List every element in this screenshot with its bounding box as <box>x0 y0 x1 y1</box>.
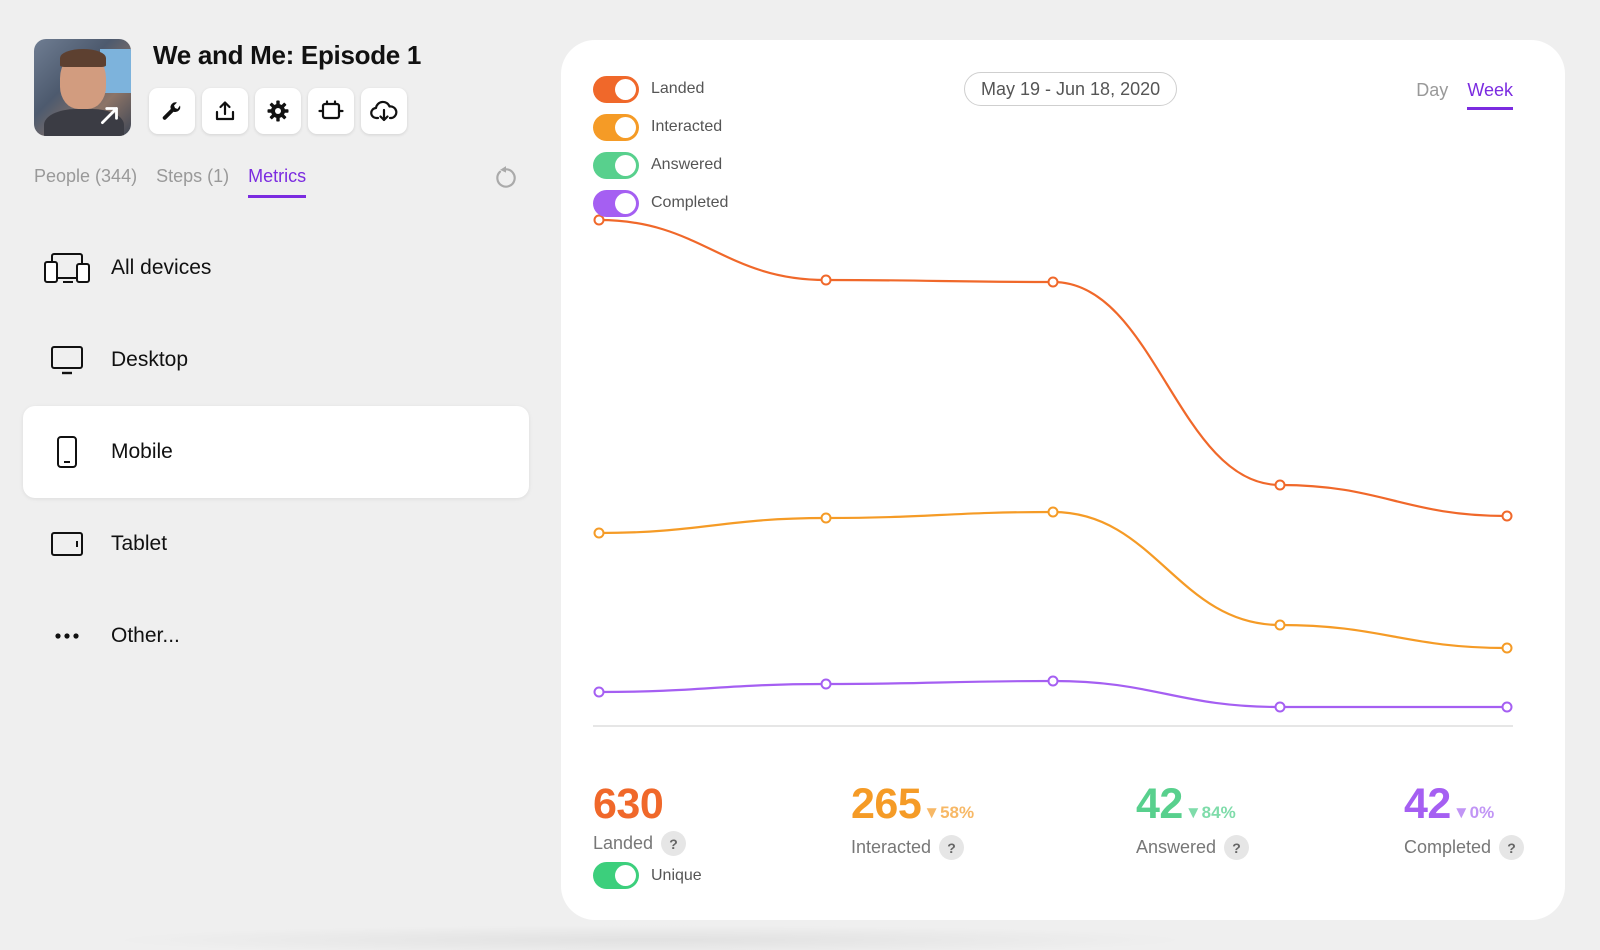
stat-value: 265 <box>851 780 922 828</box>
stat-value: 630 <box>593 780 664 828</box>
tab-people[interactable]: People (344) <box>34 166 138 186</box>
settings-button[interactable] <box>255 88 301 134</box>
stat-delta: ▼84% <box>1184 803 1236 822</box>
device-label: All devices <box>111 256 212 279</box>
stat-value: 42 <box>1136 780 1183 828</box>
tablet-icon <box>51 532 83 556</box>
share-button[interactable] <box>202 88 248 134</box>
edit-button[interactable] <box>149 88 195 134</box>
toggle-switch[interactable] <box>593 113 639 141</box>
cloud-download-icon <box>370 100 398 122</box>
plugin-icon <box>318 100 344 120</box>
stat-delta: ▼0% <box>1452 803 1495 822</box>
legend-toggle-answered[interactable]: Answered <box>593 146 728 184</box>
stat-value: 42 <box>1404 780 1451 828</box>
device-label: Desktop <box>111 348 189 371</box>
legend-label: Landed <box>651 80 705 97</box>
toolbar <box>149 88 407 134</box>
legend-toggle-completed[interactable]: Completed <box>593 184 728 222</box>
tab-metrics[interactable]: Metrics <box>248 166 307 198</box>
device-label: Tablet <box>111 532 168 555</box>
legend-toggle-interacted[interactable]: Interacted <box>593 108 728 146</box>
toggle-switch[interactable] <box>593 75 639 103</box>
device-label: Other... <box>111 624 180 647</box>
stat-label: Answered <box>1136 837 1217 857</box>
data-point-completed[interactable] <box>1274 701 1286 713</box>
legend-toggle-landed[interactable]: Landed <box>593 70 728 108</box>
device-item-desktop[interactable]: Desktop <box>23 314 529 406</box>
download-button[interactable] <box>361 88 407 134</box>
gear-icon <box>267 100 289 122</box>
line-chart <box>593 214 1513 727</box>
legend-label: Interacted <box>651 118 723 135</box>
stat-delta: ▼58% <box>923 803 975 822</box>
data-point-landed[interactable] <box>1501 510 1513 522</box>
stat-completed: 42 ▼0% Completed? <box>1404 780 1525 860</box>
help-icon[interactable]: ? <box>1224 835 1250 860</box>
data-point-interacted[interactable] <box>1047 506 1059 518</box>
page-title: We and Me: Episode 1 <box>153 40 422 70</box>
toggle-switch[interactable] <box>593 862 639 889</box>
date-range-picker[interactable]: May 19 - Jun 18, 2020 <box>964 72 1178 106</box>
series-line-landed <box>598 218 1508 518</box>
devices-icon <box>44 253 90 283</box>
tab-steps[interactable]: Steps (1) <box>156 166 230 186</box>
toggle-switch[interactable] <box>593 151 639 179</box>
tab-bar: People (344) Steps (1) Metrics <box>34 166 307 198</box>
data-point-completed[interactable] <box>820 678 832 690</box>
data-point-completed[interactable] <box>1501 701 1513 713</box>
period-week[interactable]: Week <box>1467 80 1513 110</box>
device-label: Mobile <box>111 440 173 463</box>
help-icon[interactable]: ? <box>1499 835 1525 860</box>
unique-label: Unique <box>651 866 702 884</box>
stat-interacted: 265 ▼58% Interacted? <box>851 780 974 860</box>
episode-thumbnail[interactable] <box>34 39 131 136</box>
help-icon[interactable]: ? <box>661 831 687 856</box>
data-point-landed[interactable] <box>1274 479 1286 491</box>
stat-label: Completed <box>1404 837 1492 857</box>
left-panel: We and Me: Episode 1 <box>0 0 540 950</box>
legend-label: Answered <box>651 156 723 173</box>
thumbnail-hair <box>60 49 106 67</box>
wrench-icon <box>162 102 181 120</box>
stat-label: Landed <box>593 833 654 853</box>
chart-legend: Landed Interacted Answered Completed <box>593 70 728 222</box>
toggle-switch[interactable] <box>593 189 639 217</box>
more-icon <box>55 633 79 639</box>
integrations-button[interactable] <box>308 88 354 134</box>
data-point-landed[interactable] <box>820 274 832 286</box>
device-list: All devices Desktop Mobile <box>23 222 529 682</box>
refresh-icon[interactable] <box>493 165 519 191</box>
open-external-icon <box>101 107 118 124</box>
data-point-interacted[interactable] <box>1274 619 1286 631</box>
data-point-completed[interactable] <box>1047 675 1059 687</box>
stat-landed: 630 Landed? <box>593 780 687 856</box>
data-point-interacted[interactable] <box>593 527 605 539</box>
device-item-tablet[interactable]: Tablet <box>23 498 529 590</box>
bottom-shadow <box>100 925 1200 950</box>
stat-answered: 42 ▼84% Answered? <box>1136 780 1250 860</box>
metrics-card: Landed Interacted Answered Completed May… <box>561 40 1565 920</box>
period-day[interactable]: Day <box>1416 80 1449 100</box>
unique-toggle[interactable]: Unique <box>593 862 702 889</box>
data-point-completed[interactable] <box>593 686 605 698</box>
legend-label: Completed <box>651 194 729 211</box>
help-icon[interactable]: ? <box>939 835 965 860</box>
data-point-landed[interactable] <box>1047 276 1059 288</box>
device-item-all[interactable]: All devices <box>23 222 529 314</box>
series-line-interacted <box>598 510 1508 650</box>
period-switcher: Day Week <box>1416 80 1513 110</box>
share-icon <box>215 101 235 121</box>
device-item-mobile[interactable]: Mobile <box>23 406 529 498</box>
data-point-interacted[interactable] <box>820 512 832 524</box>
data-point-landed[interactable] <box>593 214 605 226</box>
desktop-icon <box>51 346 83 375</box>
device-item-other[interactable]: Other... <box>23 590 529 682</box>
stat-label: Interacted <box>851 837 932 857</box>
data-point-interacted[interactable] <box>1501 642 1513 654</box>
mobile-icon <box>57 436 77 468</box>
